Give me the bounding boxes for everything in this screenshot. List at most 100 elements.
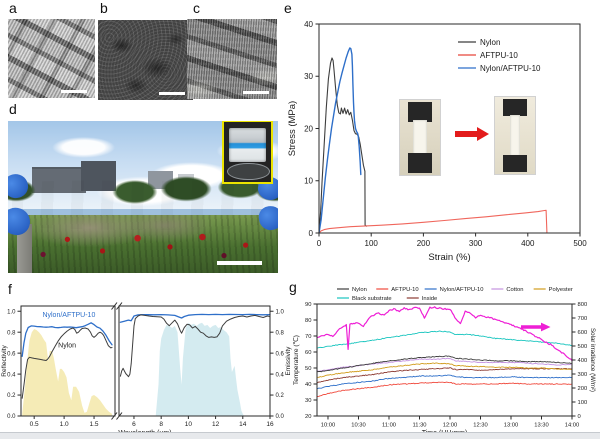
svg-text:100: 100 (578, 400, 588, 406)
svg-text:10:00: 10:00 (321, 423, 336, 429)
svg-text:200: 200 (578, 386, 588, 392)
svg-text:13:00: 13:00 (504, 423, 519, 429)
glass-dish (227, 162, 270, 181)
svg-text:20: 20 (304, 124, 313, 133)
svg-text:10:30: 10:30 (351, 423, 366, 429)
panel-c-label: c (193, 0, 200, 16)
svg-text:13:30: 13:30 (534, 423, 549, 429)
svg-text:0.6: 0.6 (7, 351, 16, 357)
tensile-test-photo-after (495, 97, 535, 174)
svg-text:0.8: 0.8 (276, 330, 285, 336)
svg-text:0.0: 0.0 (276, 414, 285, 420)
svg-text:Nylon/AFTPU-10: Nylon/AFTPU-10 (480, 64, 541, 73)
white-fabric-sheet (12, 180, 274, 231)
svg-text:14: 14 (239, 421, 247, 428)
svg-text:Polyester: Polyester (549, 287, 573, 293)
svg-text:40: 40 (304, 20, 313, 29)
svg-text:60: 60 (305, 350, 311, 356)
svg-text:1.5: 1.5 (90, 421, 99, 428)
svg-text:1.0: 1.0 (60, 421, 69, 428)
svg-text:11:30: 11:30 (412, 423, 426, 429)
panel-g-label: g (289, 279, 297, 295)
svg-text:0.6: 0.6 (276, 351, 285, 357)
tensile-test-photo-before (400, 100, 440, 175)
sem-image-coated-fabric (187, 19, 277, 99)
svg-text:Stress (MPa): Stress (MPa) (287, 101, 298, 156)
svg-text:Reflectivity: Reflectivity (1, 345, 8, 377)
svg-text:30: 30 (304, 72, 313, 81)
svg-text:Black substrate: Black substrate (352, 296, 392, 302)
svg-text:0.4: 0.4 (7, 372, 16, 378)
svg-text:0.2: 0.2 (276, 393, 285, 399)
fabric-sample (413, 120, 427, 155)
svg-text:8: 8 (159, 421, 163, 428)
svg-text:0: 0 (309, 229, 314, 238)
svg-text:6: 6 (132, 421, 136, 428)
svg-text:10: 10 (304, 177, 313, 186)
svg-text:300: 300 (469, 239, 483, 248)
svg-text:Cotton: Cotton (506, 287, 523, 293)
scale-bar (243, 91, 269, 94)
beaker-with-blue-coating (228, 128, 267, 162)
svg-text:30: 30 (305, 398, 311, 404)
svg-text:1.0: 1.0 (7, 309, 16, 315)
svg-text:0.0: 0.0 (7, 414, 16, 420)
panel-e-label: e (284, 0, 292, 16)
clamp-jaw (503, 154, 527, 172)
svg-text:Nylon: Nylon (352, 287, 367, 293)
svg-text:Temperature (℃): Temperature (℃) (292, 335, 300, 385)
outdoor-fabric-photo (8, 121, 278, 273)
concrete-post (17, 224, 33, 273)
svg-text:0.8: 0.8 (7, 330, 16, 336)
svg-text:Nylon: Nylon (58, 342, 76, 349)
svg-text:50: 50 (305, 366, 311, 372)
svg-text:600: 600 (578, 330, 588, 336)
svg-text:Solar irradiance (W/m²): Solar irradiance (W/m²) (589, 328, 596, 392)
svg-text:700: 700 (578, 316, 588, 322)
svg-text:400: 400 (521, 239, 535, 248)
svg-text:40: 40 (305, 382, 311, 388)
panel-a-label: a (9, 0, 17, 16)
clamp-jaw (408, 153, 432, 173)
clamp-jaw (503, 99, 527, 117)
svg-text:Inside: Inside (422, 296, 437, 302)
svg-text:16: 16 (266, 421, 274, 428)
scale-bar (61, 90, 87, 93)
sem-image-woven-nylon (8, 19, 95, 98)
svg-text:0: 0 (578, 414, 581, 420)
svg-text:Emissivity: Emissivity (285, 346, 292, 376)
panel-b-label: b (100, 0, 108, 16)
panel-d-label: d (9, 101, 17, 117)
svg-text:1.0: 1.0 (276, 309, 285, 315)
svg-text:AFTPU-10: AFTPU-10 (391, 287, 418, 293)
svg-text:20: 20 (305, 414, 311, 420)
svg-text:0.4: 0.4 (276, 372, 285, 378)
clamp-jaw (408, 102, 432, 122)
svg-text:Nylon/AFTPU-10: Nylon/AFTPU-10 (440, 287, 484, 293)
svg-text:500: 500 (578, 344, 588, 350)
svg-text:200: 200 (417, 239, 431, 248)
svg-text:70: 70 (305, 334, 311, 340)
svg-text:0.5: 0.5 (30, 421, 39, 428)
svg-text:12:00: 12:00 (443, 423, 458, 429)
svg-text:300: 300 (578, 372, 588, 378)
svg-text:Nylon/AFTPU-10: Nylon/AFTPU-10 (42, 312, 95, 319)
temperature-time-chart: 20 30 40 50 60 70 80 90 0 100 200 300 400 500 600 700 80… (292, 287, 596, 437)
svg-text:0.2: 0.2 (7, 393, 16, 399)
coating-sample-inset (222, 121, 273, 184)
svg-text:400: 400 (578, 358, 588, 364)
svg-text:0: 0 (317, 239, 322, 248)
sem-image-aftpu-surface (98, 20, 193, 100)
fabric-sample-stretched (510, 114, 520, 157)
stress-strain-chart: 0 100 200 300 400 500 0 10 20 30 40 Strain (%) Stres… (287, 20, 587, 263)
svg-text:11:00: 11:00 (382, 423, 396, 429)
svg-text:800: 800 (578, 302, 588, 308)
svg-text:500: 500 (573, 239, 587, 248)
panel-f-label: f (8, 281, 12, 297)
svg-text:AFTPU-10: AFTPU-10 (480, 51, 518, 60)
svg-text:Strain (%): Strain (%) (428, 252, 470, 263)
scale-bar (217, 261, 262, 265)
svg-text:90: 90 (305, 302, 311, 308)
